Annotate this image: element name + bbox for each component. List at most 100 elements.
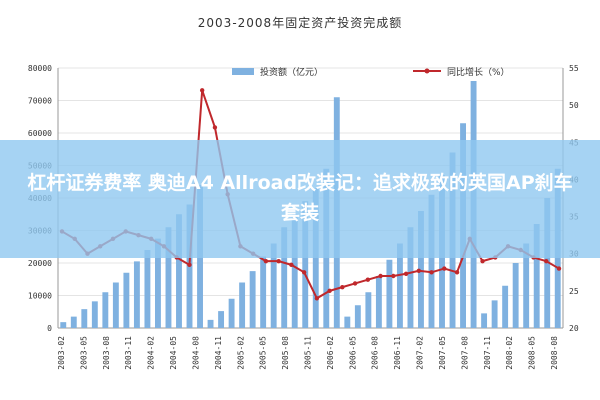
bar (239, 282, 246, 328)
x-tick-label: 2003-08 (102, 336, 111, 370)
headline-text: 杠杆证券费率 奥迪A4 Allroad改装记：追求极致的英国AP刹车套装 (27, 172, 573, 224)
y-left-tick-label: 80000 (28, 64, 52, 73)
line-point (340, 284, 345, 290)
bar (312, 188, 319, 328)
x-tick-label: 2007-05 (438, 336, 447, 370)
bar (418, 211, 424, 328)
line-point (454, 270, 460, 275)
x-tick-label: 2003-05 (79, 336, 88, 370)
x-tick-label: 2008-05 (528, 336, 537, 370)
x-tick-label: 2004-05 (169, 336, 178, 370)
x-tick-label: 2006-02 (326, 336, 335, 370)
line-point (352, 281, 358, 286)
line-point (289, 262, 294, 268)
bar (481, 313, 488, 328)
bar (281, 227, 288, 328)
bar (386, 259, 393, 328)
x-tick-label: 2007-11 (483, 336, 492, 370)
bar (207, 319, 214, 328)
bar (176, 214, 182, 328)
line-point (327, 288, 332, 294)
line-point (276, 258, 281, 264)
bar (112, 282, 119, 328)
bar (133, 261, 140, 328)
bar (70, 316, 77, 328)
bar (91, 301, 98, 328)
x-tick-label: 2005-11 (304, 336, 313, 370)
x-tick-label: 2005-02 (236, 336, 245, 370)
y-left-tick-label: 20000 (28, 259, 52, 268)
bar (428, 194, 435, 328)
bar (270, 243, 277, 328)
x-tick-label: 2006-05 (348, 336, 357, 370)
line-point (187, 262, 192, 268)
bar (260, 256, 267, 328)
line-point (480, 258, 485, 264)
line-point (378, 273, 383, 279)
x-tick-label: 2004-02 (147, 336, 156, 370)
y-right-tick-label: 50 (569, 101, 579, 110)
y-left-tick-label: 10000 (28, 292, 52, 301)
y-left-tick-label: 0 (47, 324, 52, 333)
bar (291, 214, 298, 328)
bar (491, 300, 498, 328)
line-point (263, 258, 269, 264)
y-left-tick-label: 70000 (28, 97, 52, 106)
bar (344, 316, 351, 328)
x-tick-label: 2004-08 (191, 336, 200, 370)
x-tick-label: 2008-08 (550, 336, 559, 370)
y-left-tick-label: 60000 (28, 129, 52, 138)
bar (218, 311, 225, 328)
bar (407, 227, 414, 328)
x-tick-label: 2005-05 (259, 336, 268, 370)
line-point (199, 88, 205, 93)
line-point (403, 271, 409, 276)
bar (533, 224, 540, 328)
bar (249, 271, 256, 328)
bar (123, 272, 130, 328)
x-tick-label: 2003-02 (57, 336, 66, 370)
bar (502, 285, 509, 328)
legend-line-label: 同比增长（%） (447, 66, 510, 78)
x-axis-ticks: 2003-02 2003-05 2003-08 2003-11 2004-02 2004-… (57, 336, 559, 370)
x-tick-label: 2007-02 (416, 336, 425, 370)
overlay-banner (0, 140, 600, 258)
line-point (544, 258, 549, 264)
y-right-tick-label: 25 (569, 287, 579, 296)
x-tick-label: 2006-08 (371, 336, 380, 370)
bar (396, 243, 403, 328)
x-tick-label: 2006-11 (393, 336, 402, 370)
line-point (556, 266, 562, 271)
x-tick-label: 2004-11 (214, 336, 223, 370)
line-point (301, 270, 307, 275)
bar (375, 276, 382, 328)
line-point (391, 273, 396, 279)
y-right-tick-label: 55 (569, 64, 579, 73)
chart-title: 2003-2008年固定资产投资完成额 (197, 16, 403, 30)
line-point (442, 266, 447, 271)
legend: 投资额（亿元） 同比增长（%） (232, 66, 510, 78)
legend-bar-label: 投资额（亿元） (260, 66, 323, 78)
y-right-tick-label: 20 (569, 324, 579, 333)
bar (60, 322, 67, 328)
bar (228, 298, 235, 328)
line-point (365, 277, 371, 282)
x-tick-label: 2005-08 (281, 336, 290, 370)
bar (144, 250, 151, 328)
line-point (314, 296, 320, 301)
x-tick-label: 2008-02 (505, 336, 514, 370)
line-point (416, 268, 422, 273)
legend-line-marker (424, 68, 430, 74)
bar (365, 292, 372, 328)
bar (354, 305, 361, 328)
bar (81, 309, 88, 328)
line-point (429, 270, 434, 275)
bar (155, 238, 161, 328)
bar (523, 243, 530, 328)
legend-bar-swatch (232, 68, 254, 75)
x-tick-label: 2007-08 (460, 336, 469, 370)
bar (165, 227, 172, 328)
bar (302, 201, 309, 328)
bar (512, 263, 519, 328)
x-tick-label: 2003-11 (124, 336, 133, 370)
